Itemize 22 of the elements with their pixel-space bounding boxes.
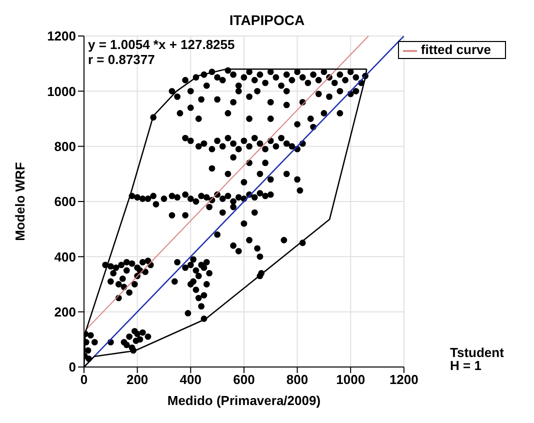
- y-tick-label: 400: [54, 249, 76, 264]
- x-axis-title: Medido (Primavera/2009): [167, 393, 321, 408]
- x-tick-label: 600: [233, 372, 255, 388]
- y-tick-label: 1200: [47, 28, 76, 44]
- legend-label: fitted curve: [420, 42, 491, 57]
- x-tick-label: 800: [286, 372, 308, 388]
- x-tick-label: 0: [80, 372, 88, 388]
- x-tick-label: 1200: [389, 372, 418, 388]
- x-tick-label: 200: [126, 372, 148, 388]
- annotation: r = 0.87377: [88, 52, 155, 67]
- y-tick-label: 200: [54, 304, 76, 320]
- text: Tstudent: [450, 345, 504, 360]
- y-tick-label: 600: [54, 194, 76, 210]
- x-tick-label: 1000: [336, 372, 366, 388]
- y-axis-title: Modelo WRF: [12, 162, 28, 241]
- chart-title: ITAPIPOCA: [228, 12, 306, 28]
- y-tick-label: 1000: [47, 84, 76, 99]
- text: H = 1: [450, 358, 482, 373]
- annotation: y = 1.0054 *x + 127.8255: [88, 37, 235, 52]
- y-tick-label: 800: [54, 138, 76, 154]
- x-tick-label: 400: [180, 372, 202, 388]
- y-tick-label: 0: [68, 360, 76, 375]
